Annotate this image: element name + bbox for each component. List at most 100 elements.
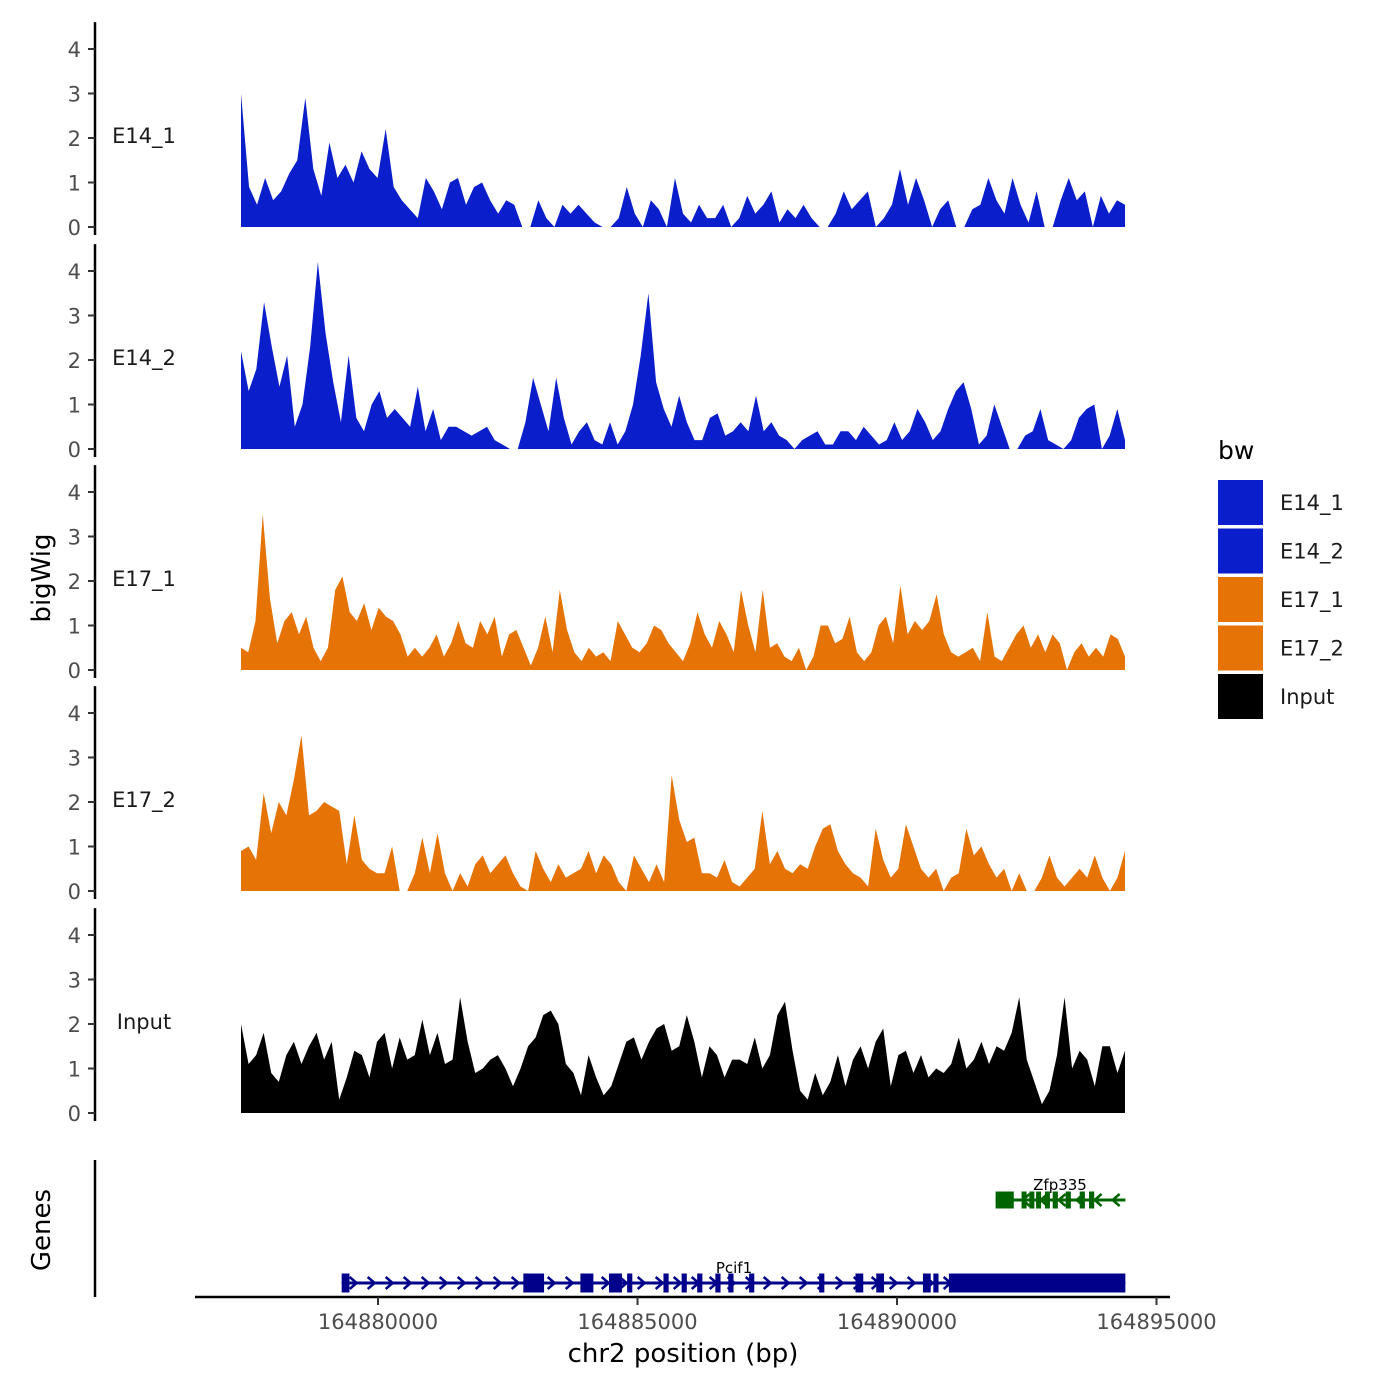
- legend-item-Input: Input: [1218, 674, 1334, 719]
- legend-label: E17_2: [1280, 637, 1344, 662]
- y-tick-label: 3: [68, 305, 81, 329]
- coverage-area-E14_2: [241, 262, 1125, 449]
- strand-arrow: [1110, 1193, 1121, 1207]
- x-tick-label: 164895000: [1096, 1310, 1216, 1334]
- strand-arrow: [384, 1276, 395, 1290]
- legend-swatch: [1218, 528, 1263, 574]
- strand-arrow: [1056, 1193, 1067, 1207]
- coverage-area-E17_1: [241, 514, 1125, 670]
- coverage-area-E14_1: [241, 93, 1125, 227]
- gene-exon: [523, 1273, 545, 1293]
- y-tick-label: 1: [68, 394, 81, 418]
- strand-arrow: [636, 1276, 647, 1290]
- gene-exon: [855, 1273, 864, 1293]
- strand-arrow: [906, 1276, 917, 1290]
- x-tick-label: 164890000: [837, 1310, 957, 1334]
- legend: E14_1 E14_2 E17_1 E17_2 Input: [1218, 480, 1344, 719]
- y-tick-label: 2: [68, 1013, 81, 1037]
- gene-exon: [948, 1273, 1126, 1293]
- gene-exon: [697, 1273, 703, 1293]
- coverage-tracks: 0 1 2 3 4 E14_1 0 1 2 3 4 E14_2 0 1 2 3 4 E17_1 0 1 2 3 4 E17_2…: [68, 22, 1125, 1126]
- gene-exon: [1089, 1191, 1095, 1209]
- gene-exon: [1079, 1191, 1085, 1209]
- gene-exon: [876, 1273, 885, 1293]
- gene-exon: [715, 1273, 721, 1293]
- x-axis: 164880000 164885000 164890000 164895000: [195, 1295, 1217, 1334]
- legend-swatch: [1218, 674, 1263, 719]
- legend-item-E14_2: E14_2: [1218, 528, 1344, 574]
- gene-exon: [749, 1273, 755, 1293]
- y-tick-label: 2: [68, 791, 81, 815]
- gene-Zfp335: Zfp335: [995, 1176, 1126, 1209]
- track-panel-E17_2: 0 1 2 3 4 E17_2: [68, 686, 1125, 904]
- legend-swatch: [1218, 577, 1263, 622]
- y-tick-label: 4: [68, 702, 81, 726]
- gene-exon: [1021, 1191, 1027, 1209]
- strand-arrow: [402, 1276, 413, 1290]
- gene-Pcif1: Pcif1: [341, 1259, 1126, 1293]
- legend-item-E17_1: E17_1: [1218, 577, 1344, 622]
- strand-arrow: [438, 1276, 449, 1290]
- strand-arrow: [654, 1276, 665, 1290]
- strand-arrow: [762, 1276, 773, 1290]
- gene-exon: [663, 1273, 669, 1293]
- y-tick-label: 3: [68, 83, 81, 107]
- y-tick-label: 4: [68, 260, 81, 284]
- y-tick-label: 1: [68, 172, 81, 196]
- y-tick-label: 0: [68, 880, 81, 904]
- gene-exon: [995, 1191, 1014, 1209]
- strand-arrow: [888, 1276, 899, 1290]
- strand-arrow: [510, 1276, 521, 1290]
- strand-arrow: [420, 1276, 431, 1290]
- track-panel-E14_2: 0 1 2 3 4 E14_2: [68, 244, 1125, 462]
- y-tick-label: 3: [68, 526, 81, 550]
- x-axis-title: chr2 position (bp): [568, 1339, 799, 1369]
- strand-arrow: [780, 1276, 791, 1290]
- strand-arrow: [348, 1276, 359, 1290]
- strand-arrow: [834, 1276, 845, 1290]
- track-label: E17_2: [112, 788, 176, 813]
- gene-exon: [1036, 1191, 1042, 1209]
- strand-arrow: [1092, 1193, 1103, 1207]
- legend-item-E17_2: E17_2: [1218, 625, 1344, 671]
- y-tick-label: 4: [68, 38, 81, 62]
- track-label: E14_1: [112, 124, 176, 149]
- gene-exon: [819, 1273, 825, 1293]
- legend-swatch: [1218, 625, 1263, 671]
- gene-label: Pcif1: [716, 1259, 752, 1277]
- strand-arrow: [456, 1276, 467, 1290]
- gene-exon: [681, 1273, 687, 1293]
- y-tick-label: 2: [68, 349, 81, 373]
- coverage-area-E17_2: [241, 735, 1125, 891]
- legend-item-E14_1: E14_1: [1218, 480, 1344, 525]
- y-tick-label: 1: [68, 836, 81, 860]
- y-tick-label: 0: [68, 438, 81, 462]
- track-label: E14_2: [112, 346, 176, 371]
- strand-arrow: [600, 1276, 611, 1290]
- y-tick-label: 0: [68, 216, 81, 240]
- y-tick-label: 4: [68, 924, 81, 948]
- y-tick-label: 0: [68, 659, 81, 683]
- track-label: Input: [117, 1010, 171, 1034]
- x-tick-label: 164885000: [577, 1310, 697, 1334]
- track-label: E17_1: [112, 567, 176, 592]
- legend-swatch: [1218, 480, 1263, 525]
- gene-exon: [1065, 1191, 1071, 1209]
- track-panel-E17_1: 0 1 2 3 4 E17_1: [68, 465, 1125, 683]
- y-tick-label: 0: [68, 1102, 81, 1126]
- strand-arrow: [474, 1276, 485, 1290]
- gene-exon: [627, 1273, 633, 1293]
- gene-exon: [341, 1273, 350, 1293]
- strand-arrow: [564, 1276, 575, 1290]
- strand-arrow: [492, 1276, 503, 1290]
- gene-exon: [922, 1273, 931, 1293]
- y-tick-label: 1: [68, 615, 81, 639]
- legend-label: E17_1: [1280, 588, 1344, 613]
- legend-label: E14_2: [1280, 540, 1344, 565]
- y-tick-label: 3: [68, 969, 81, 993]
- y-axis-title: bigWig: [27, 533, 57, 622]
- gene-exon: [1044, 1191, 1050, 1209]
- gene-track: Zfp335 Pcif1: [93, 1160, 1126, 1297]
